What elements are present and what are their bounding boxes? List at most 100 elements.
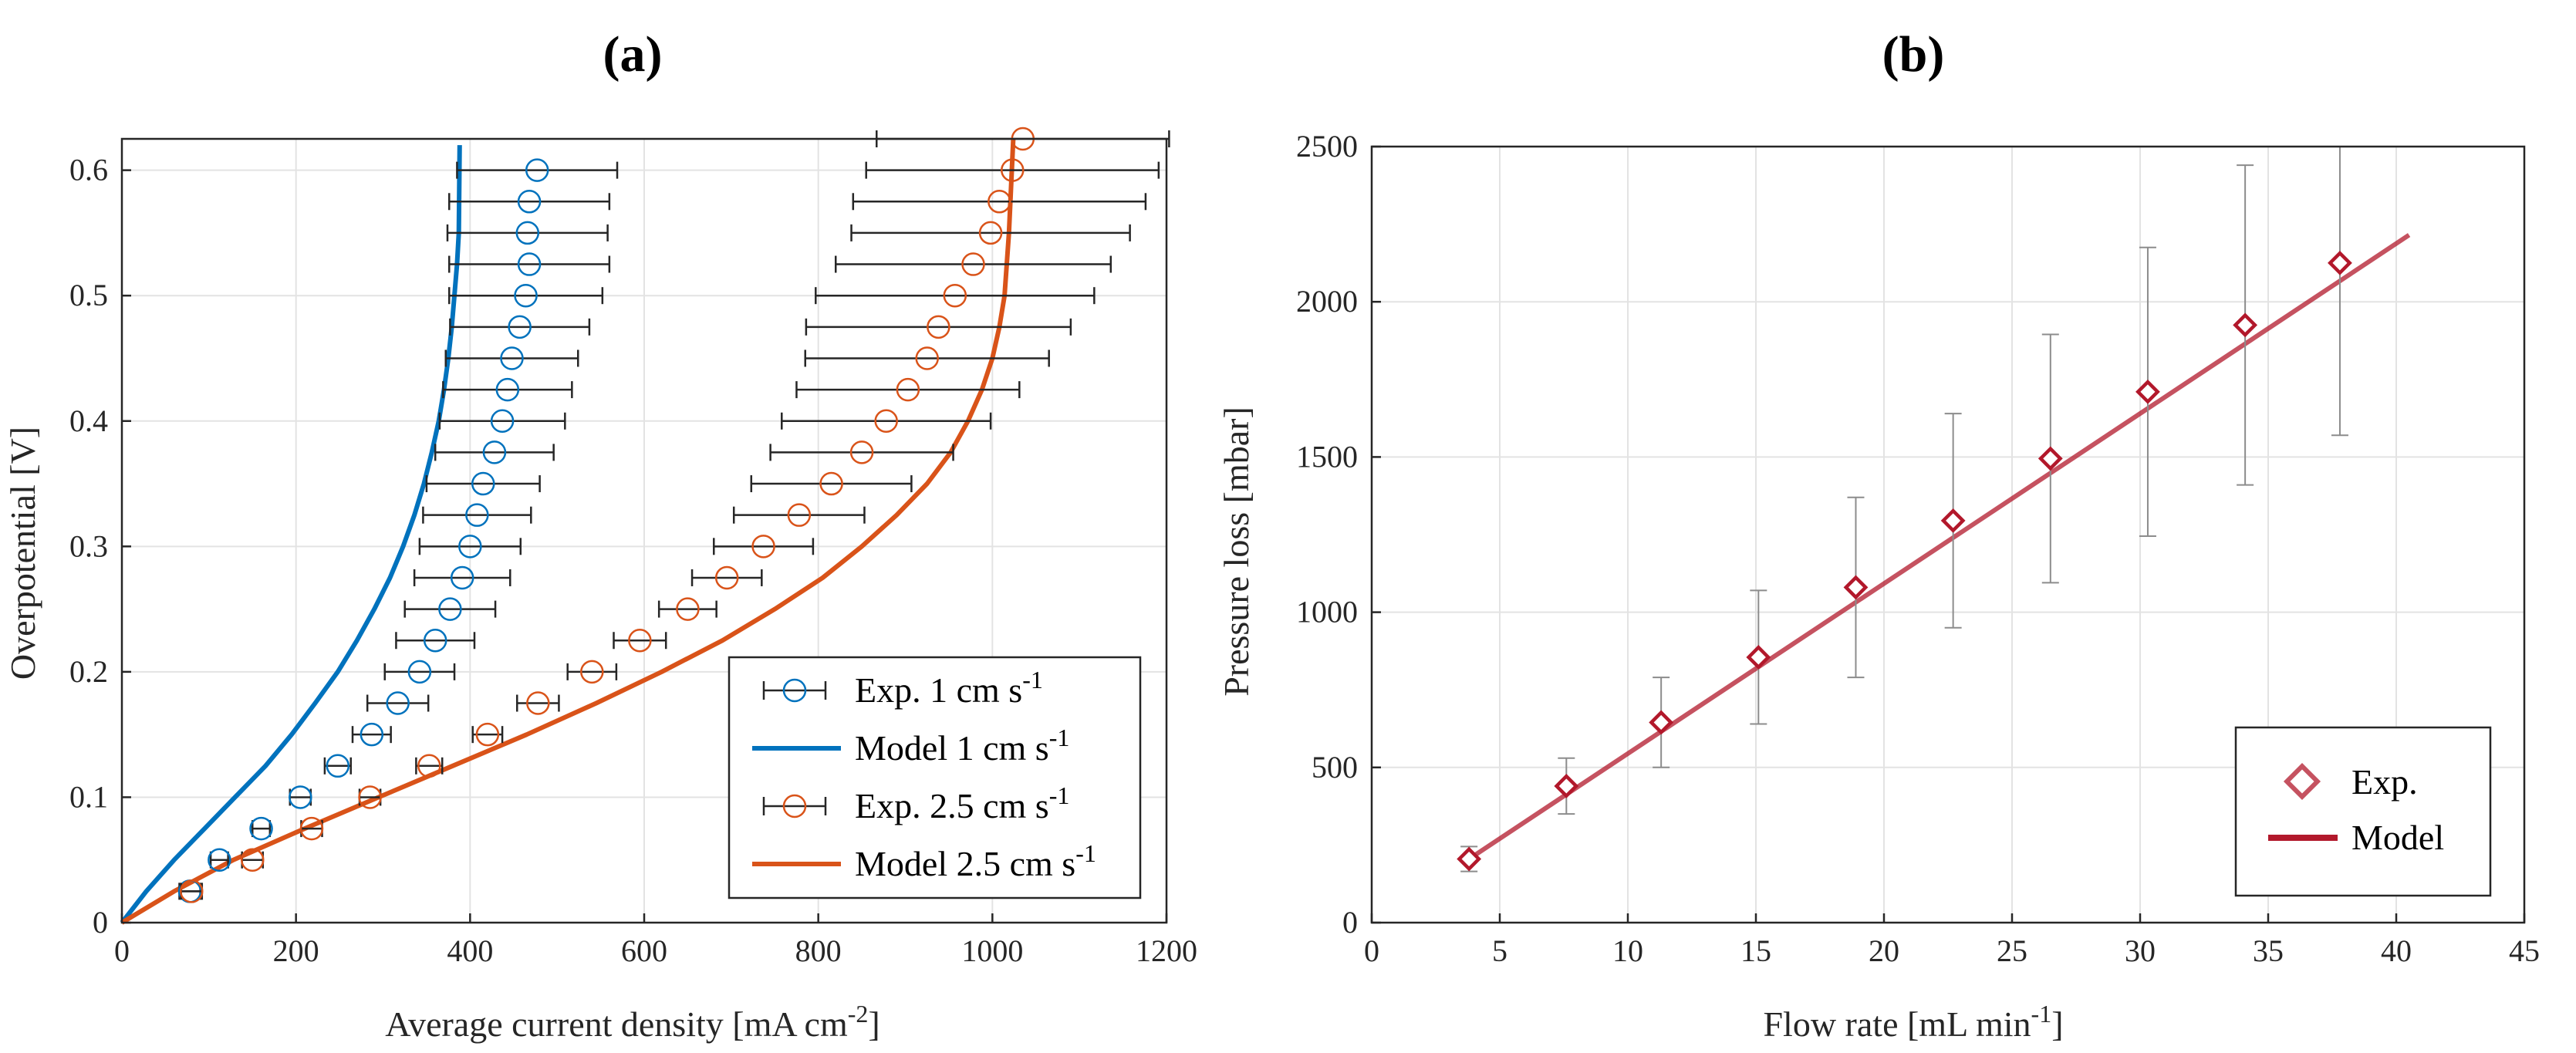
panel-a-point-2-13 <box>819 471 843 496</box>
panel-b-ytick-label-5: 2500 <box>1296 129 1358 164</box>
panel-a-point-2-9 <box>676 597 700 621</box>
panel-a-point-2-11 <box>751 535 775 559</box>
panel-b-xtick-label-7: 35 <box>2253 933 2284 968</box>
panel-a-point-0-19 <box>514 283 538 308</box>
panel-b-point-0 <box>1457 846 1482 872</box>
panel-a-point-0-20 <box>517 252 542 276</box>
panel-a-point-2-8 <box>628 628 652 653</box>
panel-a-point-0-2 <box>249 816 273 841</box>
panel-a-point-0-15 <box>490 409 515 434</box>
panel-b-xtick-label-6: 30 <box>2125 933 2156 968</box>
panel-a-point-2-20 <box>961 252 985 276</box>
panel-a-xtick-label-5: 1000 <box>961 933 1023 968</box>
panel-a-point-2-4 <box>417 754 441 778</box>
panel-a-point-0-17 <box>500 346 524 370</box>
panel-a-point-2-18 <box>927 315 950 339</box>
panel-a-xlabel-main: Average current density [mA cm <box>385 1004 848 1044</box>
panel-b-ytick-label-4: 2000 <box>1296 284 1358 319</box>
panel-a-point-0-1 <box>208 848 231 872</box>
panel-a-point-2-6 <box>526 691 550 715</box>
panel-a-xtick-label-0: 0 <box>114 933 130 968</box>
panel-a-point-2-21 <box>978 221 1003 245</box>
panel-a-ytick-label-6: 0.6 <box>69 153 108 187</box>
panel-a-point-0-11 <box>458 535 482 559</box>
legend-b-exp-marker <box>2283 762 2321 801</box>
panel-a-xlabel: Average current density [mA cm-2] <box>385 1000 879 1044</box>
panel-a-point-2-2 <box>299 816 324 841</box>
panel-b-point-2 <box>1649 710 1674 735</box>
panel-b-xlabel-sup: -1 <box>2031 1000 2052 1028</box>
panel-a-title: (a) <box>603 26 663 83</box>
panel-a-point-2-15 <box>874 409 898 434</box>
panel-b-xlabel: Flow rate [mL min-1] <box>1763 1000 2063 1044</box>
panel-a-point-0-14 <box>482 440 507 464</box>
panel-b-ytick-label-2: 1000 <box>1296 595 1358 629</box>
legend-b-exp-label: Exp. <box>2351 762 2418 802</box>
panel-a-point-0-12 <box>465 503 489 527</box>
panel-a-point-0-22 <box>517 190 542 214</box>
panel-b-xlabel-main: Flow rate [mL min <box>1763 1004 2031 1044</box>
panel-a-point-0-9 <box>438 597 462 621</box>
panel-a-point-0-23 <box>525 158 549 182</box>
panel-b-ytick-label-1: 500 <box>1312 750 1358 785</box>
panel-a-point-2-17 <box>915 346 939 370</box>
panel-b-point-8 <box>2233 312 2258 338</box>
panel-b-xlabel-tail: ] <box>2051 1004 2063 1044</box>
panel-b-ytick-label-0: 0 <box>1342 905 1358 940</box>
panel-b-point-5 <box>1940 508 1966 533</box>
panel-a-xlabel-tail: ] <box>868 1004 879 1044</box>
panel-b-point-7 <box>2135 379 2160 404</box>
panel-a-ytick-label-0: 0 <box>93 905 108 940</box>
panel-b-xtick-label-0: 0 <box>1364 933 1379 968</box>
legend-a-exp25-label: Exp. 2.5 cm s-1 <box>855 781 1069 825</box>
panel-a-point-0-7 <box>407 660 432 684</box>
panel-a-point-0-13 <box>471 471 495 496</box>
panel-a-ytick-label-4: 0.4 <box>69 403 108 438</box>
panel-a-point-2-19 <box>943 283 967 308</box>
panel-b-title: (b) <box>1882 26 1945 83</box>
panel-a-point-2-3 <box>358 785 382 809</box>
legend-b-model-label: Model <box>2351 818 2444 857</box>
panel-a-point-0-16 <box>495 377 520 402</box>
panel-b-xtick-label-4: 20 <box>1869 933 1899 968</box>
panel-a-point-2-1 <box>241 848 265 872</box>
panel-a-point-2-7 <box>580 660 604 684</box>
panel-a-ytick-label-3: 0.3 <box>69 528 108 563</box>
panel-b-legend: Exp. Model <box>2234 726 2492 897</box>
panel-b-frame <box>1370 145 2526 924</box>
panel-a-point-2-0 <box>180 879 204 903</box>
panel-b-ytick-label-3: 1500 <box>1296 439 1358 474</box>
panel-a-ytick-label-2: 0.2 <box>69 654 108 689</box>
panel-a-frame <box>120 137 1168 924</box>
panel-a-xtick-label-1: 200 <box>273 933 319 968</box>
panel-a-xtick-label-2: 400 <box>447 933 493 968</box>
panel-a-legend: Exp. 1 cm s-1 Model 1 cm s-1 Exp. 2.5 cm… <box>728 656 1142 899</box>
panel-b-point-9 <box>2328 250 2352 275</box>
panel-b-xtick-label-1: 5 <box>1492 933 1507 968</box>
panel-a-point-2-23 <box>1001 158 1025 182</box>
legend-a-model1-label: Model 1 cm s-1 <box>855 724 1069 768</box>
panel-b-xtick-label-3: 15 <box>1740 933 1771 968</box>
panel-a-ylabel: Overpotential [V] <box>3 427 42 680</box>
legend-a-model25-label: Model 2.5 cm s-1 <box>855 839 1096 883</box>
panel-a-model-line-1 <box>120 145 462 924</box>
panel-a-point-0-21 <box>515 221 540 245</box>
panel-a-xtick-label-6: 1200 <box>1136 933 1197 968</box>
legend-a-exp1-marker <box>762 678 827 703</box>
legend-a-exp1-label: Exp. 1 cm s-1 <box>855 666 1043 710</box>
panel-b-point-4 <box>1843 575 1869 600</box>
panel-b-xtick-label-2: 10 <box>1612 933 1643 968</box>
panel-a-xtick-label-3: 600 <box>621 933 667 968</box>
panel-a-plot: 0 200 400 600 800 1000 1200 0 0.1 0.2 0.3 0.4 0.5 0.6 <box>69 127 1197 968</box>
legend-b-box <box>2234 726 2492 897</box>
panel-b-ylabel: Pressure loss [mbar] <box>1217 407 1256 697</box>
panel-a-point-2-16 <box>896 377 920 402</box>
panel-a-point-0-5 <box>360 722 384 747</box>
panel-a-point-0-6 <box>386 691 410 715</box>
legend-a-box <box>728 656 1142 899</box>
panel-a-model-line-3 <box>120 138 1016 925</box>
panel-a-point-0-10 <box>450 565 474 590</box>
panel-a-ytick-label-1: 0.1 <box>69 779 108 814</box>
panel-a-point-0-18 <box>508 315 532 339</box>
